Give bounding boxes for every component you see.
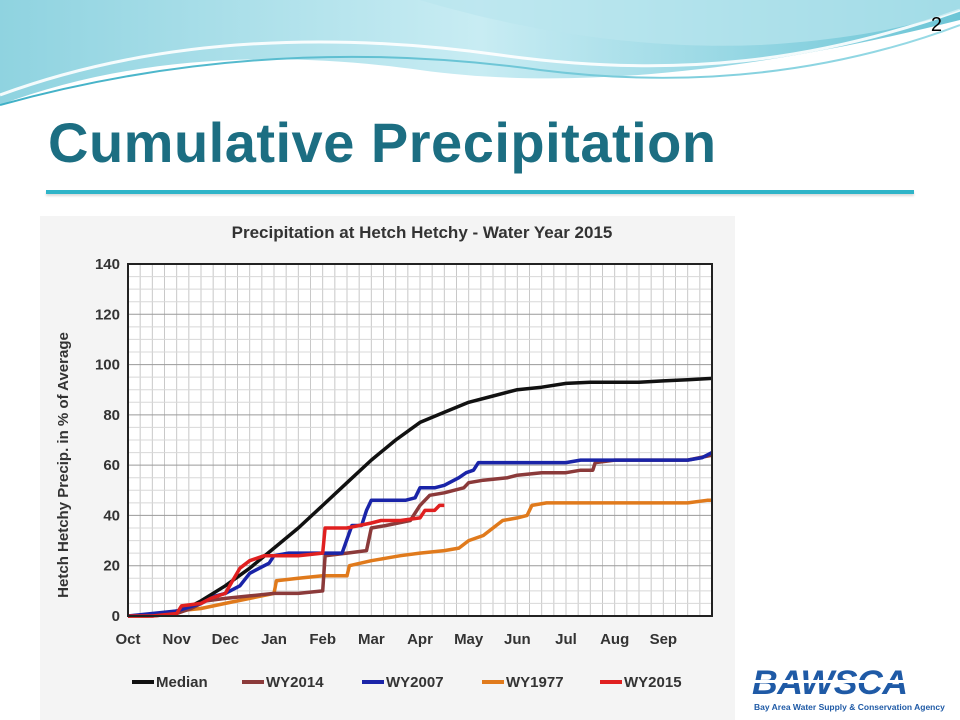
y-tick-label: 0	[112, 608, 120, 625]
grid-lines	[127, 263, 713, 617]
series-line-wy2014	[128, 453, 713, 618]
series-line-median	[127, 376, 713, 618]
series-line-wy2015	[128, 503, 445, 618]
x-tick-label: May	[454, 631, 484, 648]
y-tick-label: 140	[95, 256, 120, 273]
legend: Median WY2014 WY2007 WY1977 WY2015	[132, 674, 682, 691]
y-tick-label: 80	[103, 407, 120, 424]
x-tick-label: Feb	[309, 631, 336, 648]
plot-frame	[127, 263, 713, 617]
y-tick-label: 20	[103, 558, 120, 575]
y-tick-label: 120	[95, 306, 120, 323]
title-underline	[46, 190, 914, 194]
x-tick-label: Nov	[162, 631, 191, 648]
series-lines	[127, 376, 713, 618]
y-tick-label: 40	[103, 507, 120, 524]
legend-label-wy2007: WY2007	[386, 674, 444, 691]
x-tick-label: Jan	[261, 631, 287, 648]
x-tick-label: Jun	[504, 631, 531, 648]
x-tick-label: Sep	[650, 631, 678, 648]
header-wave-decoration	[0, 0, 960, 106]
axis-ticks: 0 20 40 60 80 100 120 140 Oct Nov Dec Jan Feb Mar Apr M…	[95, 256, 677, 648]
logo-tagline: Bay Area Water Supply & Conservation Age…	[754, 702, 945, 712]
x-tick-label: Dec	[212, 631, 240, 648]
logo-wordmark: BAWSCA	[752, 664, 908, 702]
y-axis-label: Hetch Hetchy Precip. in % of Average	[55, 332, 72, 598]
x-tick-label: Mar	[358, 631, 385, 648]
precipitation-chart: Precipitation at Hetch Hetchy - Water Ye…	[55, 223, 713, 691]
legend-label-median: Median	[156, 674, 208, 691]
logo-stripe	[752, 680, 944, 683]
slide-title: Cumulative Precipitation	[48, 111, 717, 174]
series-line-wy2007	[127, 451, 713, 618]
legend-label-wy2014: WY2014	[266, 674, 324, 691]
y-tick-label: 60	[103, 457, 120, 474]
x-tick-label: Apr	[407, 631, 433, 648]
legend-label-wy1977: WY1977	[506, 674, 564, 691]
legend-label-wy2015: WY2015	[624, 674, 682, 691]
chart-title: Precipitation at Hetch Hetchy - Water Ye…	[232, 223, 613, 242]
bawsca-logo: BAWSCA Bay Area Water Supply & Conservat…	[752, 664, 948, 716]
x-tick-label: Oct	[115, 631, 140, 648]
x-tick-label: Jul	[555, 631, 577, 648]
page-number: 2	[930, 14, 942, 36]
y-tick-label: 100	[95, 357, 120, 374]
chart-panel: Precipitation at Hetch Hetchy - Water Ye…	[40, 216, 735, 720]
x-tick-label: Aug	[600, 631, 629, 648]
